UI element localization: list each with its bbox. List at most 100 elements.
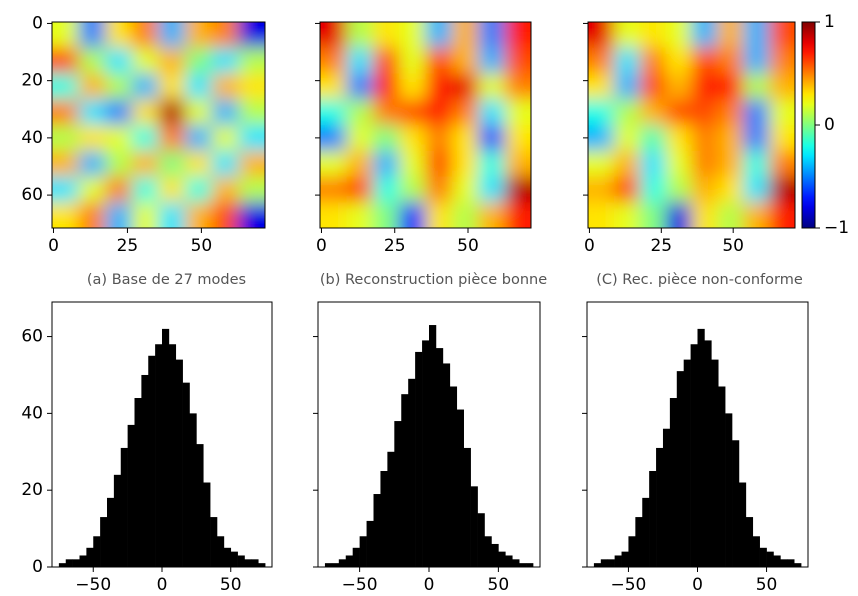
caption: (a) Base de 27 modes [87,272,246,288]
y-tick-label: 20 [21,71,43,91]
heatmap-cell [613,202,641,228]
heatmap-cell [238,22,265,49]
heatmap-cell [504,47,531,74]
heatmap-cell [665,150,692,177]
axes-frame [319,21,532,229]
heatmap-cell [717,47,744,74]
heatmap-cell [131,202,159,228]
x-tick-label: 50 [488,575,510,595]
heatmap-cell [346,73,374,100]
x-tick-label: 0 [424,575,435,595]
heatmap-cell [372,73,400,100]
heatmap-cell [588,22,615,49]
heatmap-cell [451,22,479,49]
heatmap-cell [425,176,453,203]
heatmap-cell [665,73,692,100]
heatmap-cell [238,73,265,100]
heatmap-cell [691,125,718,152]
heatmap-cell [52,22,80,49]
histogram-bar [711,359,719,567]
histogram-bar [669,398,678,567]
heatmap-cell [451,150,479,177]
histogram-bar [196,444,204,567]
heatmap-cell [211,202,239,228]
x-tick-label: 50 [191,236,213,256]
heatmap-cell [717,202,744,228]
heatmap-cell [478,150,506,177]
heatmap-cell [769,150,795,177]
histogram-bar [401,394,409,567]
heatmap-cell [320,73,347,100]
heatmap-cell [211,47,239,74]
heatmap-cell [639,73,667,100]
heatmap-cell [346,150,374,177]
heatmap-cell [131,150,159,177]
x-tick-label: 50 [756,575,778,595]
heatmap-cell [185,125,213,152]
y-tick-label: 0 [32,557,43,577]
heatmap-cell [769,202,795,228]
heatmap-cell [399,22,426,49]
histogram-bar [168,344,177,567]
heatmap-cell [639,99,667,126]
heatmap-cell [451,47,479,74]
heatmap-cell [211,176,239,203]
heatmap-cell [52,125,80,152]
heatmap-cell [769,47,795,74]
heatmap-cell [691,22,718,49]
heatmap-cell [504,150,531,177]
heatmap-cell [52,99,80,126]
heatmap-cell [743,22,770,49]
axes-frame [317,301,541,568]
histogram-bar [237,555,245,567]
histogram-bar [223,547,232,567]
heatmap-cell [665,47,692,74]
heatmap-cell [52,47,80,74]
histogram-bar [456,409,464,567]
heatmap-cell [743,125,770,152]
heatmap-cell [346,202,374,228]
histogram-bar [787,559,795,567]
histogram-bar [86,547,94,567]
histogram-bar [704,340,712,567]
heatmap-cell [52,176,80,203]
heatmap-cell [399,47,426,74]
heatmap-cell [717,125,744,152]
histogram-bar [189,413,197,567]
heatmap-cell [131,73,159,100]
heatmap-cell [639,176,667,203]
histogram-bar [175,359,183,567]
heatmap-cell [158,99,186,126]
heatmap-cell [346,22,374,49]
heatmap-cell [743,99,770,126]
heatmap-cell [131,47,159,74]
heatmap-cell [769,73,795,100]
heatmap-cell [158,47,186,74]
histogram-bar [484,536,492,567]
heatmap-cell [425,22,453,49]
histogram-bar [120,447,128,567]
heatmap-cell [185,73,213,100]
heatmap-cell [346,99,374,126]
heatmap-cell [639,202,667,228]
heatmap-cell [588,202,615,228]
heatmap-area [588,22,795,228]
heatmap-cell [425,150,453,177]
x-tick-label: 50 [722,236,744,256]
histogram-bar [752,536,760,567]
heatmap-cell [665,99,692,126]
histogram-bar [683,359,691,567]
histogram-bar [607,559,615,567]
heatmap-cell [639,47,667,74]
heatmap-cell [451,202,479,228]
histogram-bar [593,563,602,567]
histogram-bar [628,536,636,567]
heatmap-cell [105,47,133,74]
heatmap-cell [769,22,795,49]
histogram-bar [766,551,774,567]
histogram-bar [127,424,135,567]
heatmap-cell [320,22,347,49]
x-tick-label: 25 [117,236,139,256]
x-tick-label: −50 [75,575,111,595]
heatmap-cell [131,99,159,126]
